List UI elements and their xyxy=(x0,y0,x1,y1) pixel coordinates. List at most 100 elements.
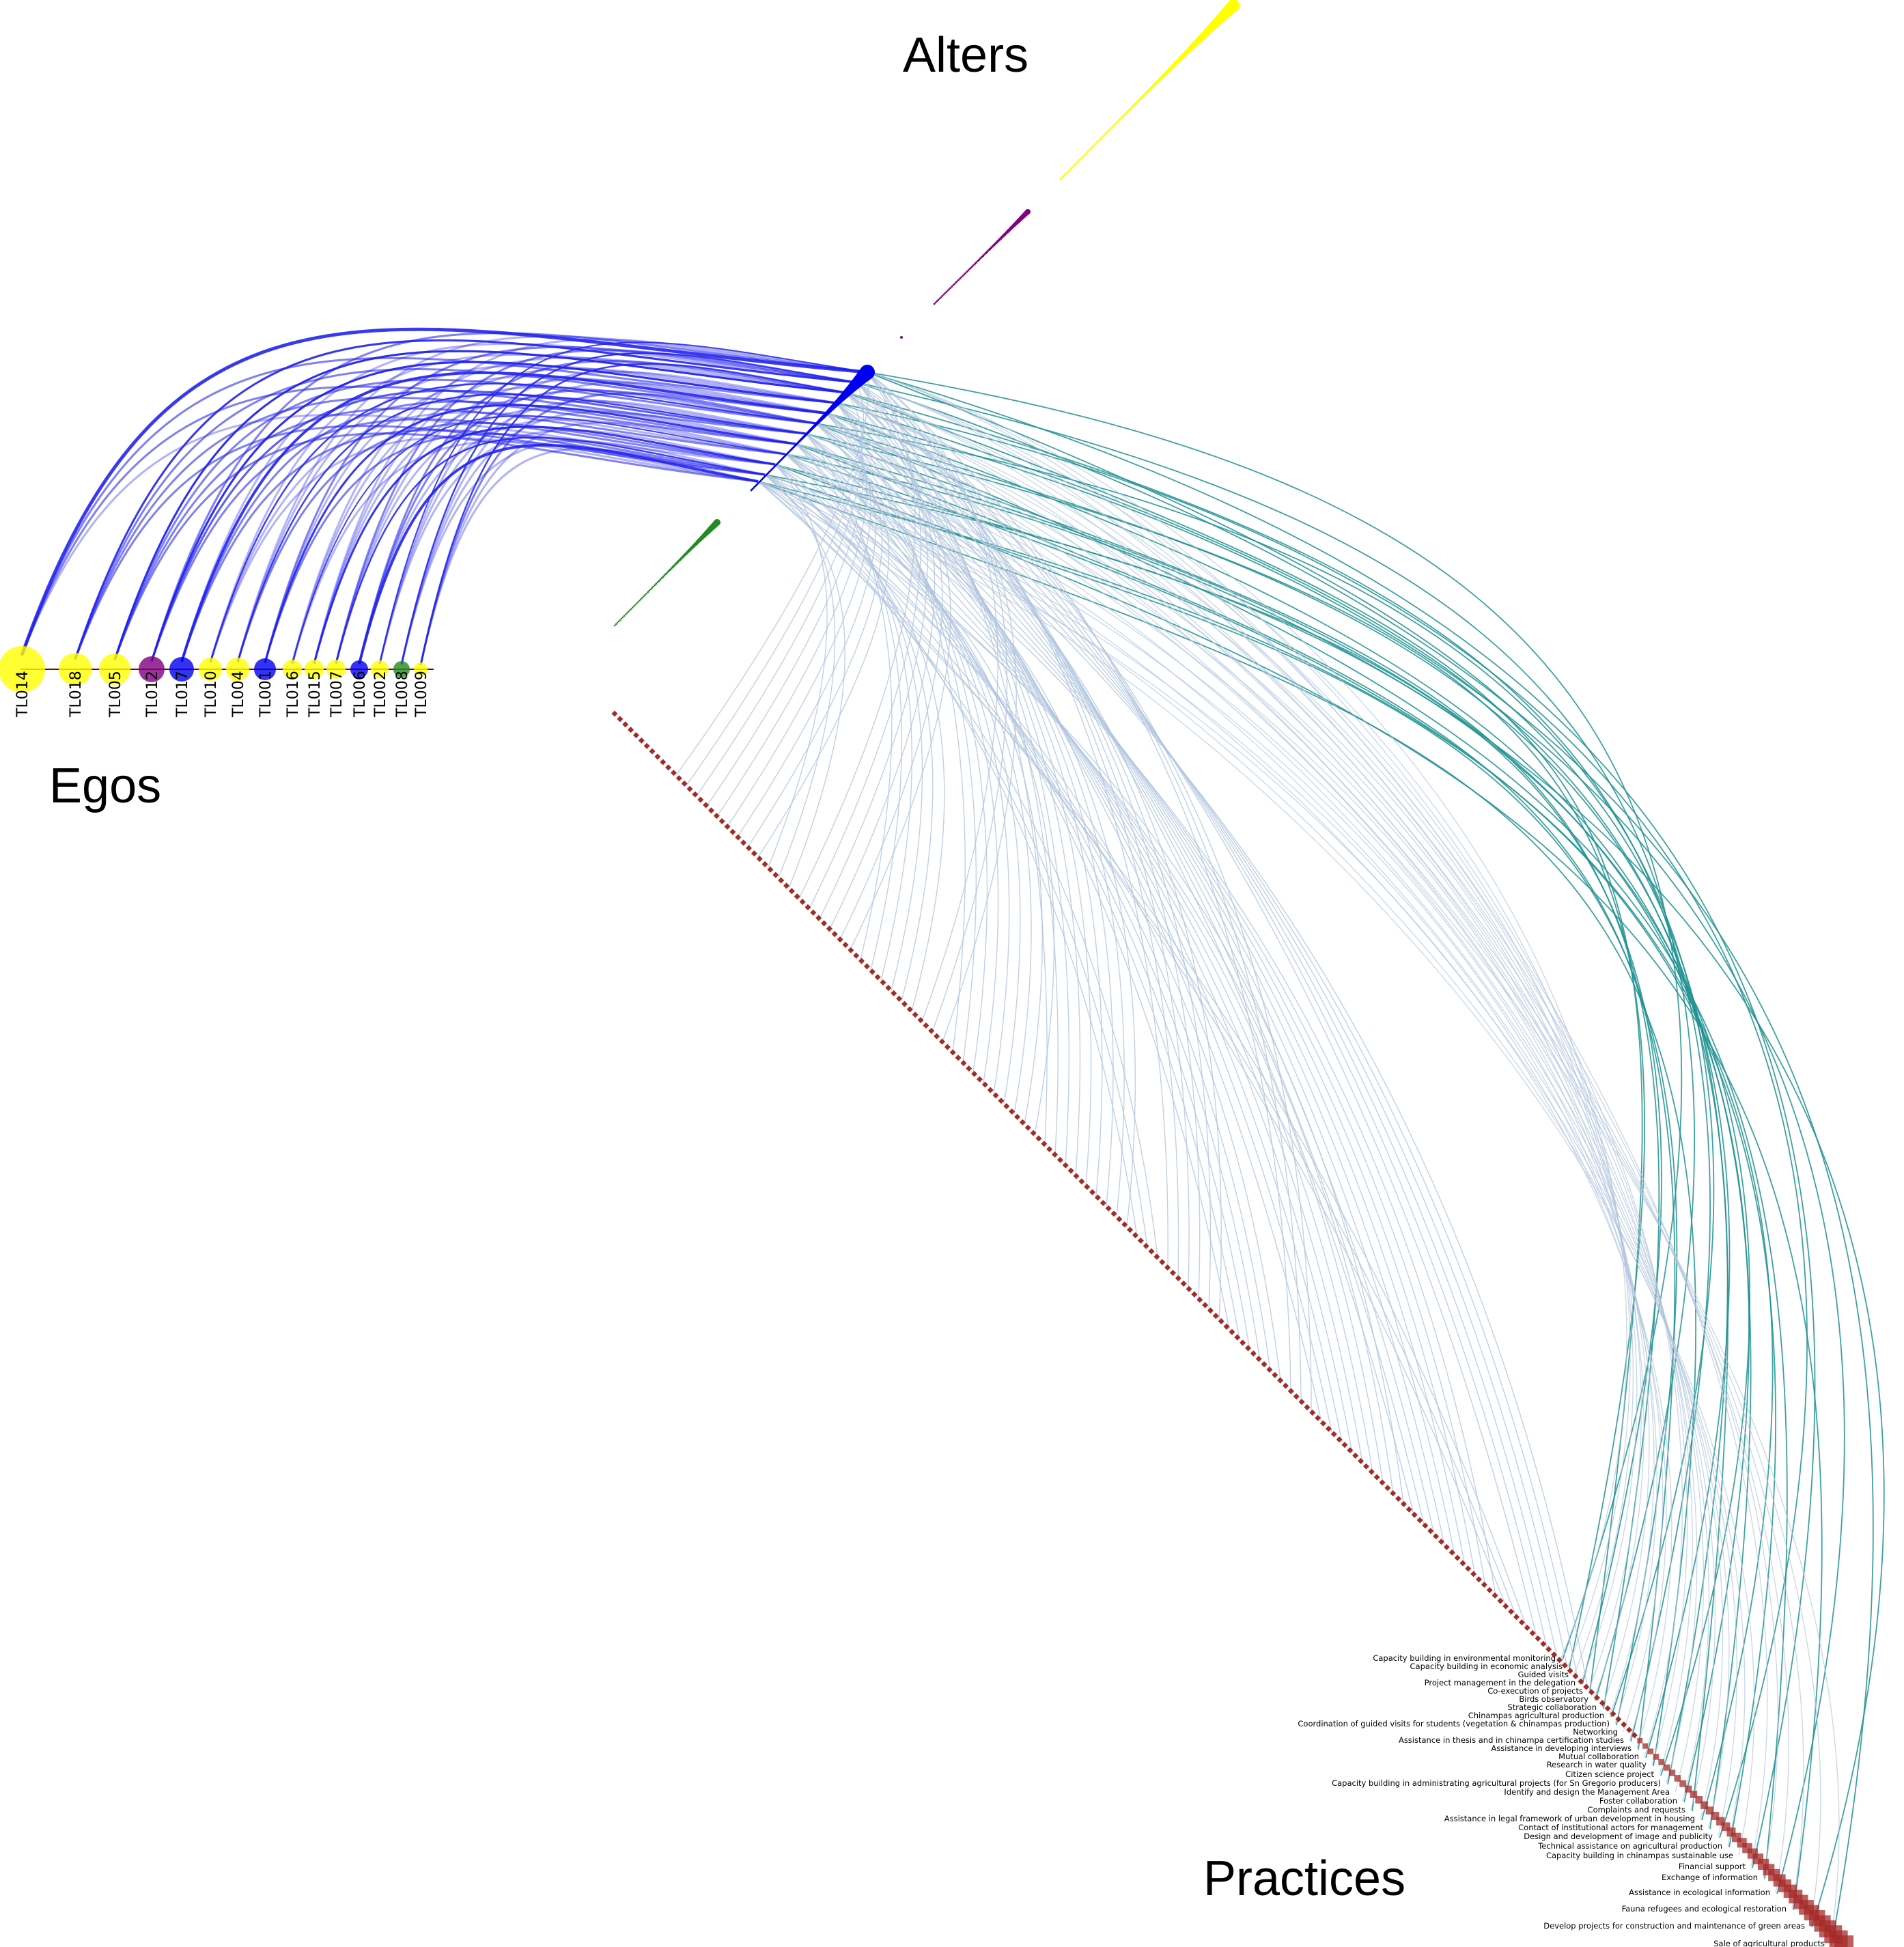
alter-yellow-node[interactable] xyxy=(1093,144,1095,147)
practice-node[interactable] xyxy=(1127,1227,1134,1233)
alter-purple-node[interactable] xyxy=(938,297,941,300)
alter-purple-node[interactable] xyxy=(1025,209,1031,214)
practice-node[interactable] xyxy=(1261,1361,1268,1368)
alter-yellow-node[interactable] xyxy=(1102,135,1104,138)
ego-node-tl005[interactable] xyxy=(99,654,130,685)
practice-node[interactable] xyxy=(831,931,838,938)
practice-node[interactable] xyxy=(622,721,629,728)
practice-node[interactable] xyxy=(804,904,811,910)
practice-node[interactable] xyxy=(1492,1592,1498,1599)
alter-green-node[interactable] xyxy=(666,571,669,574)
alter-green-node[interactable] xyxy=(663,574,666,577)
alter-yellow-node[interactable] xyxy=(1119,117,1121,121)
practice-node[interactable] xyxy=(788,888,795,895)
practice-node[interactable] xyxy=(1056,1156,1063,1164)
practice-node[interactable] xyxy=(874,974,881,981)
practice-node[interactable] xyxy=(617,716,624,723)
practice-node[interactable] xyxy=(1711,1812,1720,1821)
alter-purple-node[interactable] xyxy=(952,284,955,287)
alter-yellow-node[interactable] xyxy=(1063,173,1066,176)
practice-node[interactable] xyxy=(966,1065,972,1072)
practice-node[interactable] xyxy=(1067,1167,1074,1174)
alter-yellow-node[interactable] xyxy=(1089,148,1091,151)
practice-node[interactable] xyxy=(799,899,806,906)
alter-yellow-node[interactable] xyxy=(1123,113,1126,116)
practice-node[interactable] xyxy=(1003,1103,1010,1110)
ego-node-tl012[interactable] xyxy=(139,656,165,682)
alter-purple-node[interactable] xyxy=(949,287,952,289)
practice-node[interactable] xyxy=(1116,1216,1123,1222)
practice-node[interactable] xyxy=(1352,1452,1359,1459)
alter-purple-node[interactable] xyxy=(966,270,968,273)
alter-yellow-node[interactable] xyxy=(1077,160,1080,163)
practice-node[interactable] xyxy=(1358,1457,1364,1464)
practice-node[interactable] xyxy=(1518,1619,1525,1626)
alter-green-node[interactable] xyxy=(628,609,631,611)
practice-node[interactable] xyxy=(1325,1425,1332,1432)
alter-green-node[interactable] xyxy=(626,612,628,614)
practice-node[interactable] xyxy=(987,1087,994,1093)
practice-node[interactable] xyxy=(1610,1710,1616,1717)
practice-node[interactable] xyxy=(1207,1307,1214,1314)
practice-node[interactable] xyxy=(815,914,822,921)
alter-purple-node[interactable] xyxy=(972,264,975,266)
practice-node[interactable] xyxy=(934,1033,940,1039)
practice-node[interactable] xyxy=(1315,1414,1321,1421)
practice-node[interactable] xyxy=(708,807,715,814)
alter-yellow-node[interactable] xyxy=(1071,166,1074,169)
alter-purple-node[interactable] xyxy=(956,280,959,283)
ego-node-tl014[interactable] xyxy=(0,646,45,692)
alter-yellow-node[interactable] xyxy=(1098,138,1101,141)
practice-node[interactable] xyxy=(1110,1210,1117,1217)
alter-yellow-node[interactable] xyxy=(1059,178,1062,180)
practice-node[interactable] xyxy=(1690,1791,1698,1798)
ego-node-tl001[interactable] xyxy=(254,658,276,680)
practice-node[interactable] xyxy=(1379,1479,1386,1486)
alter-yellow-node[interactable] xyxy=(1103,134,1106,137)
practice-node[interactable] xyxy=(1497,1597,1504,1604)
practice-node[interactable] xyxy=(869,968,876,975)
practice-node[interactable] xyxy=(1132,1232,1138,1239)
alter-yellow-node[interactable] xyxy=(1121,115,1125,117)
practice-node[interactable] xyxy=(858,957,865,964)
practice-node[interactable] xyxy=(1180,1280,1187,1287)
practice-node[interactable] xyxy=(1422,1522,1429,1529)
alter-purple-node[interactable] xyxy=(979,257,982,260)
practice-node[interactable] xyxy=(1153,1253,1160,1260)
practice-node[interactable] xyxy=(821,920,828,927)
alter-yellow-node[interactable] xyxy=(1067,170,1069,173)
alter-yellow-node[interactable] xyxy=(1120,116,1123,119)
practice-node[interactable] xyxy=(1481,1581,1487,1588)
alter-green-node[interactable] xyxy=(613,624,616,627)
alter-yellow-node[interactable] xyxy=(1094,143,1097,145)
practice-node[interactable] xyxy=(681,780,688,787)
alter-purple-node[interactable] xyxy=(971,265,974,268)
ego-node-tl018[interactable] xyxy=(59,653,92,686)
alter-purple-node[interactable] xyxy=(960,276,963,279)
practice-node[interactable] xyxy=(1700,1801,1709,1809)
practice-node[interactable] xyxy=(692,791,699,798)
practice-node[interactable] xyxy=(896,995,903,1002)
practice-node[interactable] xyxy=(1443,1543,1450,1550)
alter-purple-node[interactable] xyxy=(947,290,949,292)
alter-purple-node[interactable] xyxy=(964,272,967,275)
practice-node[interactable] xyxy=(1583,1683,1590,1690)
alter-yellow-node[interactable] xyxy=(1126,111,1129,113)
alter-yellow-node[interactable] xyxy=(1104,132,1107,135)
alter-purple-node[interactable] xyxy=(944,292,947,294)
alter-purple-node[interactable] xyxy=(959,277,962,280)
alter-green-node[interactable] xyxy=(619,619,621,621)
alter-green-node[interactable] xyxy=(655,583,658,585)
alter-green-node[interactable] xyxy=(667,570,670,573)
alter-purple-node[interactable] xyxy=(955,281,957,284)
practice-node[interactable] xyxy=(928,1028,935,1035)
practice-node[interactable] xyxy=(1508,1608,1515,1615)
alter-green-node[interactable] xyxy=(656,581,659,584)
practice-node[interactable] xyxy=(1679,1780,1687,1787)
practice-node[interactable] xyxy=(740,839,747,846)
practice-node[interactable] xyxy=(1062,1162,1069,1168)
alter-purple-node[interactable] xyxy=(967,269,970,272)
practice-node[interactable] xyxy=(724,823,731,830)
alter-purple-node[interactable] xyxy=(941,294,944,297)
alter-green-node[interactable] xyxy=(641,596,643,599)
